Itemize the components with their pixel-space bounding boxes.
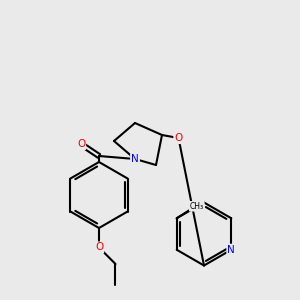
Text: CH₃: CH₃ [190,202,204,211]
Text: N: N [131,154,139,164]
Text: O: O [95,242,103,253]
Text: O: O [174,133,183,143]
Text: O: O [77,139,85,149]
Text: N: N [227,245,235,255]
